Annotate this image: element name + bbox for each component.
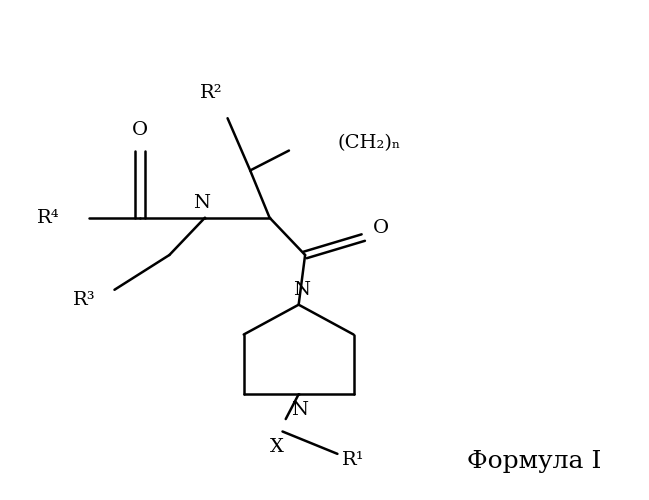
Text: X: X [271, 438, 284, 456]
Text: R⁴: R⁴ [37, 208, 60, 226]
Text: N: N [291, 401, 308, 419]
Text: N: N [193, 194, 210, 212]
Text: R²: R² [200, 84, 223, 102]
Text: Формула I: Формула I [467, 450, 602, 473]
Text: O: O [132, 120, 149, 138]
Text: R³: R³ [73, 290, 95, 308]
Text: N: N [293, 281, 310, 299]
Text: O: O [373, 218, 389, 236]
Text: (CH₂)ₙ: (CH₂)ₙ [337, 134, 401, 152]
Text: R¹: R¹ [342, 451, 365, 469]
